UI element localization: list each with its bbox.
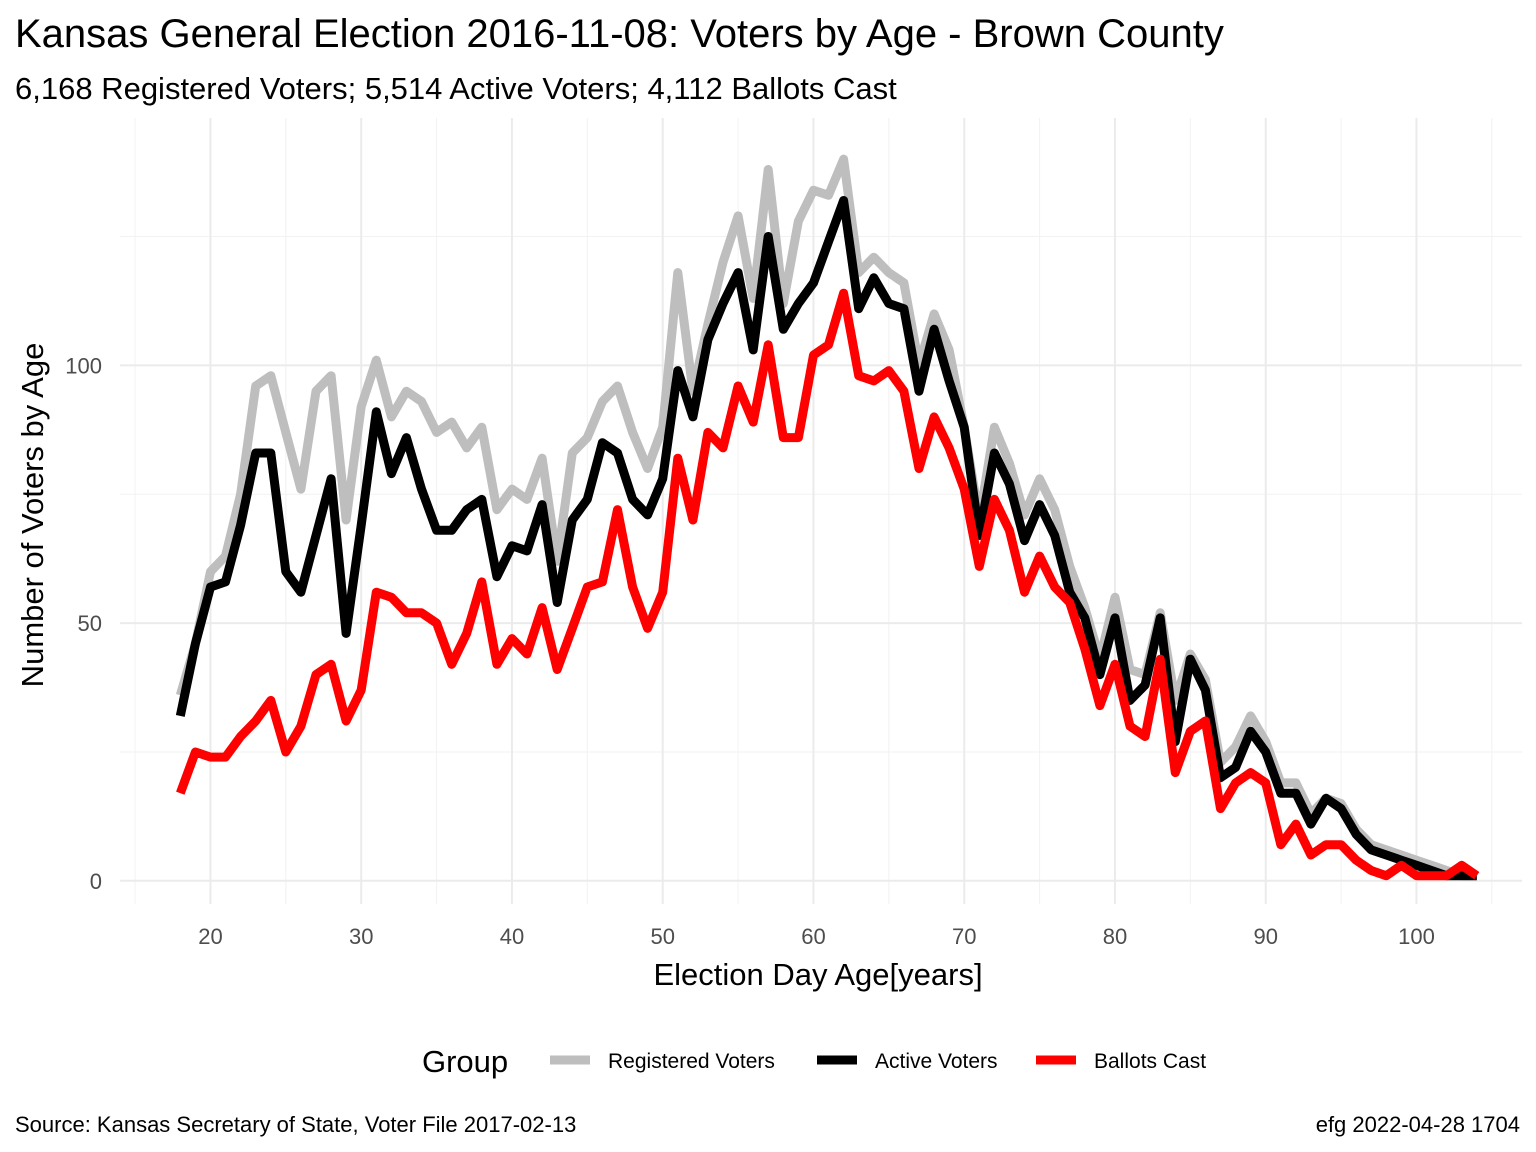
legend: Group Registered Voters Active Voters Ball… — [422, 1044, 1206, 1079]
series-line-registered-voters — [175, 154, 1477, 881]
y-tick-label: 100 — [65, 353, 102, 378]
series-line-active-voters — [175, 196, 1477, 881]
x-axis-title: Election Day Age[years] — [653, 957, 982, 992]
x-tick-label: 40 — [500, 924, 524, 949]
x-tick-label: 60 — [801, 924, 825, 949]
x-tick-label: 70 — [952, 924, 976, 949]
x-tick-label: 20 — [198, 924, 222, 949]
y-axis-title: Number of Voters by Age — [15, 343, 50, 688]
caption-source: Source: Kansas Secretary of State, Voter… — [15, 1112, 576, 1137]
x-tick-label: 90 — [1253, 924, 1277, 949]
legend-label: Ballots Cast — [1094, 1050, 1206, 1073]
series-line-ballots-cast — [176, 288, 1480, 881]
legend-label: Registered Voters — [608, 1050, 775, 1073]
x-tick-label: 50 — [650, 924, 674, 949]
chart-subtitle: 6,168 Registered Voters; 5,514 Active Vo… — [15, 71, 897, 106]
legend-title: Group — [422, 1044, 508, 1079]
y-tick-label: 50 — [78, 611, 102, 636]
x-tick-label: 80 — [1103, 924, 1127, 949]
y-tick-label: 0 — [90, 869, 102, 894]
series-lines — [175, 154, 1480, 881]
caption-credit: efg 2022-04-28 1704 — [1316, 1112, 1520, 1137]
chart-title: Kansas General Election 2016-11-08: Vote… — [15, 12, 1224, 56]
x-tick-label: 100 — [1398, 924, 1435, 949]
legend-label: Active Voters — [875, 1050, 998, 1073]
x-tick-label: 30 — [349, 924, 373, 949]
tick-labels: 20 30 40 50 60 70 80 90 100 0 50 100 — [65, 353, 1435, 949]
